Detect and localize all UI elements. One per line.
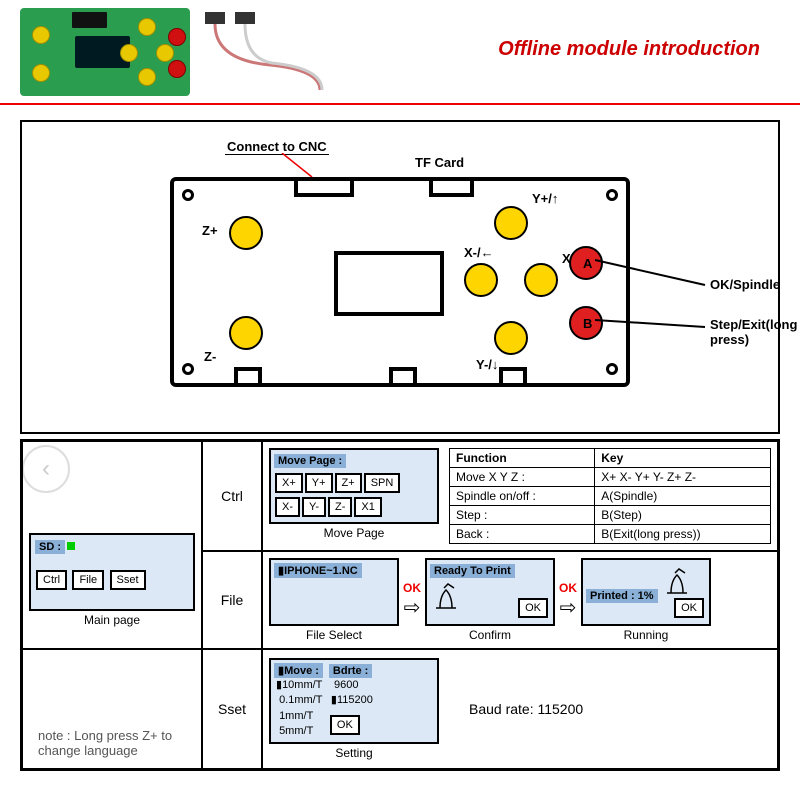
printer-icon <box>661 567 693 595</box>
pcb-photo <box>20 8 190 96</box>
zplus-button[interactable] <box>229 216 263 250</box>
zminus-label: Z- <box>204 349 216 364</box>
tf-label: TF Card <box>415 155 464 170</box>
move-page-screen: Move Page : X+Y+Z+SPN X-Y-Z-X1 <box>269 448 439 524</box>
header: Offline module introduction <box>0 0 800 105</box>
file-button[interactable]: File <box>72 570 104 590</box>
callout-step: Step/Exit(long press) <box>710 317 797 347</box>
baud-text: Baud rate: 115200 <box>469 701 583 717</box>
function-table: FunctionKey Move X Y Z :X+ X- Y+ Y- Z+ Z… <box>449 448 771 544</box>
yminus-button[interactable] <box>494 321 528 355</box>
page-title: Offline module introduction <box>498 38 760 61</box>
yplus-button[interactable] <box>494 206 528 240</box>
note-text: note : Long press Z+ to change language <box>38 728 201 758</box>
printer-icon <box>430 582 462 610</box>
arrow-icon: ⇨ <box>559 595 577 620</box>
yminus-label: Y-/↓ <box>476 357 498 372</box>
zplus-label: Z+ <box>202 223 218 238</box>
main-page-caption: Main page <box>29 613 195 627</box>
confirm-screen: Ready To Print OK <box>425 558 555 626</box>
xminus-button[interactable] <box>464 263 498 297</box>
ctrl-button[interactable]: Ctrl <box>36 570 67 590</box>
main-page-screen: SD : Ctrl File Sset <box>29 533 195 611</box>
sset-label: Sset <box>202 649 262 769</box>
diagram-section: Connect to CNC TF Card Z+ Z- Y+/↑ X-/← <box>20 120 780 434</box>
lcd-screen <box>334 251 444 316</box>
running-screen: Printed : 1% OK <box>581 558 711 626</box>
ctrl-label: Ctrl <box>202 441 262 551</box>
sset-button[interactable]: Sset <box>110 570 146 590</box>
zminus-button[interactable] <box>229 316 263 350</box>
ok-button[interactable]: OK <box>518 598 548 618</box>
yplus-label: Y+/↑ <box>532 191 558 206</box>
xplus-button[interactable] <box>524 263 558 297</box>
arrow-icon: ⇨ <box>403 595 421 620</box>
ok-button[interactable]: OK <box>674 598 704 618</box>
setting-screen: ▮Move : ▮10mm/T 0.1mm/T 1mm/T 5mm/T Bdrt… <box>269 658 439 745</box>
file-select-screen: ▮IPHONE~1.NC <box>269 558 399 626</box>
controller-panel: Z+ Z- Y+/↑ X-/← X+/→ Y-/↓ A B <box>170 177 630 387</box>
xminus-label: X-/← <box>464 245 494 260</box>
ok-button[interactable]: OK <box>330 715 360 735</box>
file-label: File <box>202 551 262 649</box>
cable-illustration <box>200 10 330 95</box>
callout-ok: OK/Spindle <box>710 277 780 292</box>
info-grid: SD : Ctrl File Sset Main page Ctrl Move … <box>20 439 780 771</box>
